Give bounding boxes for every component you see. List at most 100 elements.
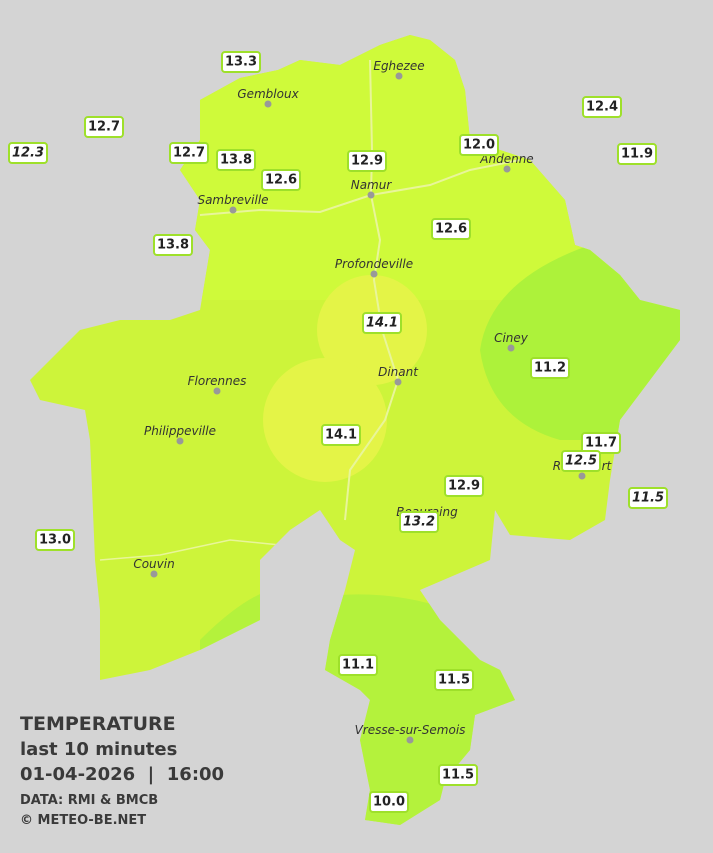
- station-value: 12.5: [565, 454, 597, 469]
- station-box: [399, 511, 439, 533]
- station: 13.0: [35, 529, 75, 551]
- station-box: [261, 169, 301, 191]
- city-label: Sambreville: [197, 193, 268, 207]
- station: 12.4: [582, 96, 622, 118]
- station: 11.5: [438, 764, 478, 786]
- city-dot: [394, 378, 402, 386]
- station: 11.1: [338, 654, 378, 676]
- station-value: 12.3: [12, 146, 44, 161]
- station-box: [35, 529, 75, 551]
- station: 14.1: [321, 424, 361, 446]
- station-value: 12.4: [586, 100, 618, 115]
- city-label: Dinant: [378, 365, 419, 379]
- station: 13.8: [216, 149, 256, 171]
- city-dot: [395, 72, 403, 80]
- station: 12.9: [444, 475, 484, 497]
- station: 10.0: [369, 791, 409, 813]
- station: 11.2: [530, 357, 570, 379]
- city-dot: [507, 344, 515, 352]
- city-label: Vresse-sur-Semois: [355, 723, 466, 737]
- city-dot: [406, 736, 414, 744]
- station-box: [216, 149, 256, 171]
- station-box: [444, 475, 484, 497]
- station: 11.5: [434, 669, 474, 691]
- cities: EghezeeGemblouxAndenneNamurSambrevillePr…: [133, 59, 613, 744]
- station-box: [169, 142, 209, 164]
- station-value: 11.5: [632, 491, 664, 506]
- station: 12.5: [561, 450, 601, 472]
- station-value: 12.9: [351, 154, 383, 169]
- city-label: Profondeville: [335, 257, 413, 271]
- station-value: 10.0: [373, 795, 405, 810]
- city-label: Philippeville: [144, 424, 216, 438]
- station: 12.6: [261, 169, 301, 191]
- city-dot: [213, 387, 221, 395]
- station: 12.3: [8, 142, 48, 164]
- stations: 13.3 12.7 12.3 12.7 13.8 12.6 12.9 12.0 12.4 11.9…: [8, 51, 668, 813]
- station-value: 11.2: [534, 361, 566, 376]
- station-box: [561, 450, 601, 472]
- station: 13.8: [153, 234, 193, 256]
- city-label: Gembloux: [237, 87, 299, 101]
- city-dot: [229, 206, 237, 214]
- station-box: [369, 791, 409, 813]
- station-box: [153, 234, 193, 256]
- station: 12.6: [431, 218, 471, 240]
- station-box: [362, 312, 402, 334]
- legend-copyright: © METEO-BE.NET: [20, 813, 146, 828]
- station-box: [347, 150, 387, 172]
- station-box: [617, 143, 657, 165]
- station: 14.1: [362, 312, 402, 334]
- station-value: 13.2: [403, 515, 435, 530]
- city-dot: [367, 191, 375, 199]
- station-value: 11.1: [342, 658, 374, 673]
- station-value: 11.7: [585, 436, 617, 451]
- station-value: 14.1: [325, 428, 357, 443]
- station-value: 13.8: [157, 238, 189, 253]
- station: 12.0: [459, 134, 499, 156]
- station-value: 12.0: [463, 138, 495, 153]
- station-value: 11.9: [621, 147, 653, 162]
- station-box: [530, 357, 570, 379]
- station: 11.7: [581, 432, 621, 454]
- station-value: 13.3: [225, 55, 257, 70]
- city-dot: [150, 570, 158, 578]
- station-box: [431, 218, 471, 240]
- station-box: [582, 96, 622, 118]
- station: 11.9: [617, 143, 657, 165]
- legend-period: last 10 minutes: [20, 739, 177, 760]
- station-value: 11.5: [442, 768, 474, 783]
- city-label: Namur: [351, 178, 393, 192]
- station: 13.3: [221, 51, 261, 73]
- city-label: Ciney: [494, 331, 529, 345]
- station-box: [438, 764, 478, 786]
- river: [99, 539, 281, 561]
- station-box: [321, 424, 361, 446]
- station-box: [434, 669, 474, 691]
- city-dot: [578, 472, 586, 480]
- city-label: Florennes: [188, 374, 247, 388]
- station-value: 11.5: [438, 673, 470, 688]
- city-dot: [370, 270, 378, 278]
- station: 13.2: [399, 511, 439, 533]
- city-dot: [176, 437, 184, 445]
- station: 11.5: [628, 487, 668, 509]
- city-dot: [503, 165, 511, 173]
- station: 12.9: [347, 150, 387, 172]
- city-dot: [264, 100, 272, 108]
- station-value: 12.6: [265, 173, 297, 188]
- station-value: 12.9: [448, 479, 480, 494]
- river: [344, 59, 400, 521]
- legend-title: TEMPERATURE: [20, 713, 176, 735]
- station-value: 13.8: [220, 153, 252, 168]
- station-box: [628, 487, 668, 509]
- station-value: 12.6: [435, 222, 467, 237]
- legend-source: DATA: RMI & BMCB: [20, 793, 158, 808]
- station-value: 13.0: [39, 533, 71, 548]
- station-box: [221, 51, 261, 73]
- station: 12.7: [84, 116, 124, 138]
- zone-hot: [263, 358, 387, 482]
- city-label: Eghezee: [373, 59, 424, 73]
